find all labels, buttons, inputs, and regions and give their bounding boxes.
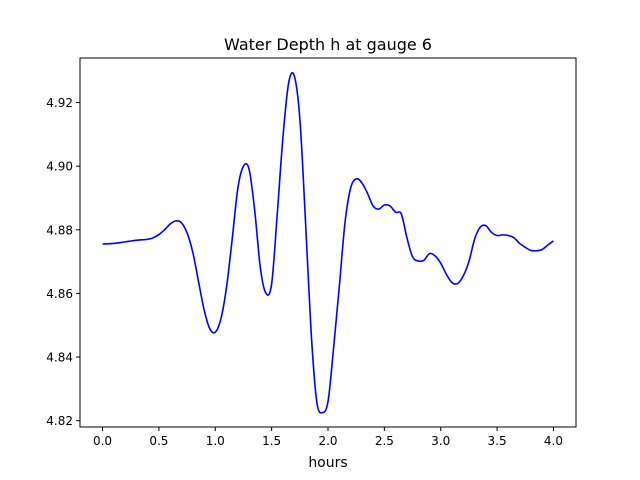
y-tick-label: 4.82: [46, 414, 73, 428]
x-axis-label: hours: [308, 455, 347, 471]
y-tick-label: 4.92: [46, 96, 73, 110]
x-tick-label: 0.0: [93, 434, 112, 448]
x-tick-label: 1.5: [262, 434, 281, 448]
x-tick-label: 4.0: [544, 434, 563, 448]
y-axis: 4.82 4.84 4.86 4.88 4.90 4.92: [46, 96, 80, 428]
x-tick-label: 3.5: [488, 434, 507, 448]
plot-frame: [79, 57, 577, 428]
y-tick-label: 4.88: [46, 223, 73, 237]
series-line: [102, 71, 554, 414]
x-tick-label: 3.0: [431, 434, 450, 448]
y-tick-label: 4.84: [46, 351, 73, 365]
y-tick-label: 4.90: [46, 160, 73, 174]
x-tick-label: 2.5: [375, 434, 394, 448]
x-axis: 0.0 0.5 1.0 1.5 2.0 2.5 3.0 3.5 4.0: [93, 427, 563, 448]
y-tick-label: 4.86: [46, 287, 73, 301]
chart-title: Water Depth h at gauge 6: [224, 35, 432, 54]
x-tick-label: 1.0: [206, 434, 225, 448]
series-layer: [102, 71, 554, 414]
x-tick-label: 0.5: [149, 434, 168, 448]
x-tick-label: 2.0: [318, 434, 337, 448]
